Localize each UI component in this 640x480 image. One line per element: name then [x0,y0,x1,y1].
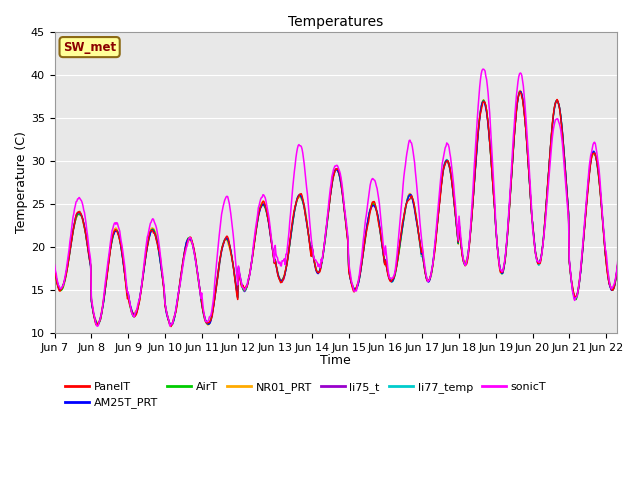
Text: SW_met: SW_met [63,41,116,54]
Y-axis label: Temperature (C): Temperature (C) [15,131,28,233]
X-axis label: Time: Time [321,354,351,367]
Legend: PanelT, AM25T_PRT, AirT, NR01_PRT, li75_t, li77_temp, sonicT: PanelT, AM25T_PRT, AirT, NR01_PRT, li75_… [60,378,551,413]
Title: Temperatures: Temperatures [288,15,383,29]
